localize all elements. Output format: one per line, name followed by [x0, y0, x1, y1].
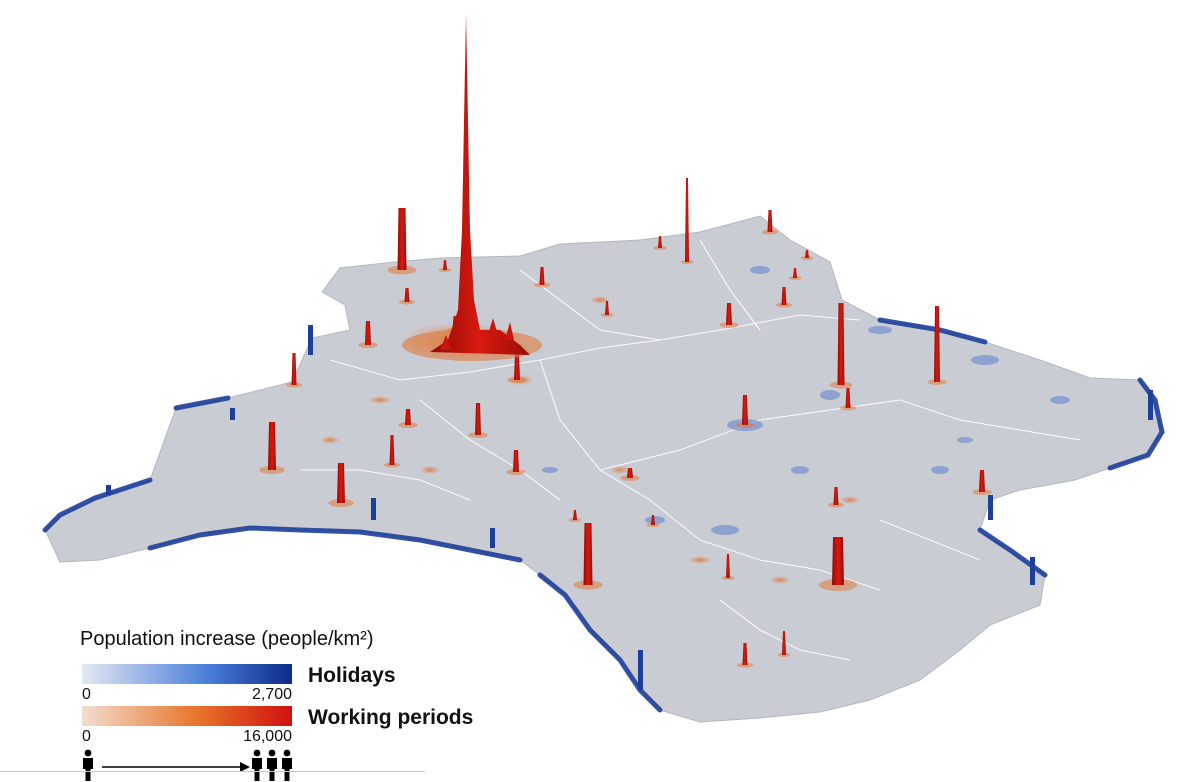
- peak-7: [389, 435, 395, 465]
- region-borders: [300, 239, 1081, 661]
- holiday-area-3: [931, 466, 949, 474]
- working-color-ramp: [82, 706, 292, 726]
- coast-spike-7: [230, 408, 235, 420]
- coast-spike-2: [371, 498, 376, 520]
- peak-1: [397, 208, 407, 270]
- holidays-min-value: 0: [82, 686, 91, 703]
- working-area-10: [320, 436, 340, 444]
- working-area-9: [420, 466, 440, 474]
- holiday-area-5: [868, 326, 892, 334]
- working-period-peaks: [259, 14, 992, 668]
- peak-11: [513, 450, 519, 472]
- coast-segment-2: [147, 525, 523, 563]
- legend-title: Population increase (people/km²): [80, 628, 374, 650]
- holiday-area-6: [711, 525, 739, 535]
- region-border-5: [300, 469, 471, 501]
- working-area-5: [688, 556, 712, 564]
- coast-segment-7: [877, 317, 988, 345]
- peak-27: [934, 306, 940, 382]
- coast-spike-1: [308, 325, 313, 355]
- peak-9: [475, 403, 481, 435]
- coast-spike-4: [638, 650, 643, 690]
- coast-spike-8: [106, 485, 111, 495]
- peak-2: [404, 288, 410, 302]
- peak-5: [268, 422, 276, 470]
- working-area-7: [840, 496, 860, 504]
- peak-15: [573, 510, 577, 520]
- peak-20: [742, 395, 748, 425]
- coast-segment-6: [173, 395, 231, 411]
- region-border-8: [719, 599, 851, 661]
- peak-12: [539, 267, 545, 285]
- holidays-color-ramp: [82, 664, 292, 684]
- peak-4: [291, 353, 297, 385]
- peak-3: [365, 321, 371, 345]
- working-label: Working periods: [308, 706, 474, 729]
- holiday-area-4: [971, 355, 999, 365]
- working-area-2: [368, 396, 392, 404]
- region-border-1: [329, 339, 661, 381]
- peak-26: [845, 388, 851, 408]
- peak-28: [833, 487, 839, 505]
- peak-19: [726, 303, 732, 325]
- holiday-area-7: [645, 516, 665, 524]
- working-min-value: 0: [82, 728, 91, 745]
- coastline-holiday-increase: [42, 317, 1165, 713]
- crowd-icon: [252, 749, 292, 781]
- holidays-max-value: 2,700: [251, 686, 292, 703]
- peak-18: [685, 178, 689, 262]
- peak-33: [979, 470, 985, 492]
- working-area-4: [610, 466, 630, 474]
- coast-spike-5: [1030, 557, 1035, 585]
- holiday-area-8: [957, 437, 973, 443]
- person-icon: [83, 749, 93, 781]
- coast-segment-3: [537, 572, 663, 713]
- working-max-value: 16,000: [243, 728, 292, 745]
- holiday-area-9: [791, 466, 809, 474]
- peak-14: [627, 468, 633, 478]
- peak-25: [837, 303, 845, 385]
- region-border-4: [419, 399, 561, 501]
- peak-35: [443, 260, 447, 270]
- coast-spike-9: [988, 495, 993, 520]
- peak-29: [832, 537, 844, 585]
- peak-24: [805, 250, 809, 258]
- peak-21: [781, 287, 787, 305]
- peak-34: [651, 515, 655, 525]
- coast-spike-6: [1148, 390, 1153, 420]
- holiday-area-12: [1050, 396, 1070, 404]
- peak-23: [793, 268, 797, 278]
- baseline-rule: [0, 771, 425, 772]
- working-area-6: [770, 576, 790, 584]
- population-scale-icons: [83, 749, 292, 781]
- peak-13: [583, 523, 593, 585]
- holiday-area-11: [542, 467, 558, 473]
- peak-17: [658, 236, 662, 248]
- region-border-2: [659, 314, 861, 341]
- region-border-12: [879, 519, 981, 561]
- peak-31: [742, 643, 748, 665]
- peak-10: [514, 354, 520, 380]
- peak-30: [726, 554, 730, 578]
- region-border-9: [899, 399, 1081, 441]
- peak-32: [782, 631, 786, 655]
- holiday-area-2: [820, 390, 840, 400]
- peak-6: [337, 463, 345, 503]
- metro-peak-cluster: [440, 318, 514, 350]
- coast-spike-3: [490, 528, 495, 548]
- region-border-11: [699, 239, 761, 331]
- peak-16: [605, 301, 609, 315]
- region-border-3: [539, 359, 651, 501]
- working-area-8: [590, 296, 610, 304]
- arrow-right-icon: [102, 762, 250, 772]
- peak-22: [767, 210, 773, 232]
- holiday-area-10: [750, 266, 770, 274]
- coast-segment-1: [42, 477, 153, 533]
- holidays-label: Holidays: [308, 664, 396, 687]
- peak-8: [405, 409, 411, 425]
